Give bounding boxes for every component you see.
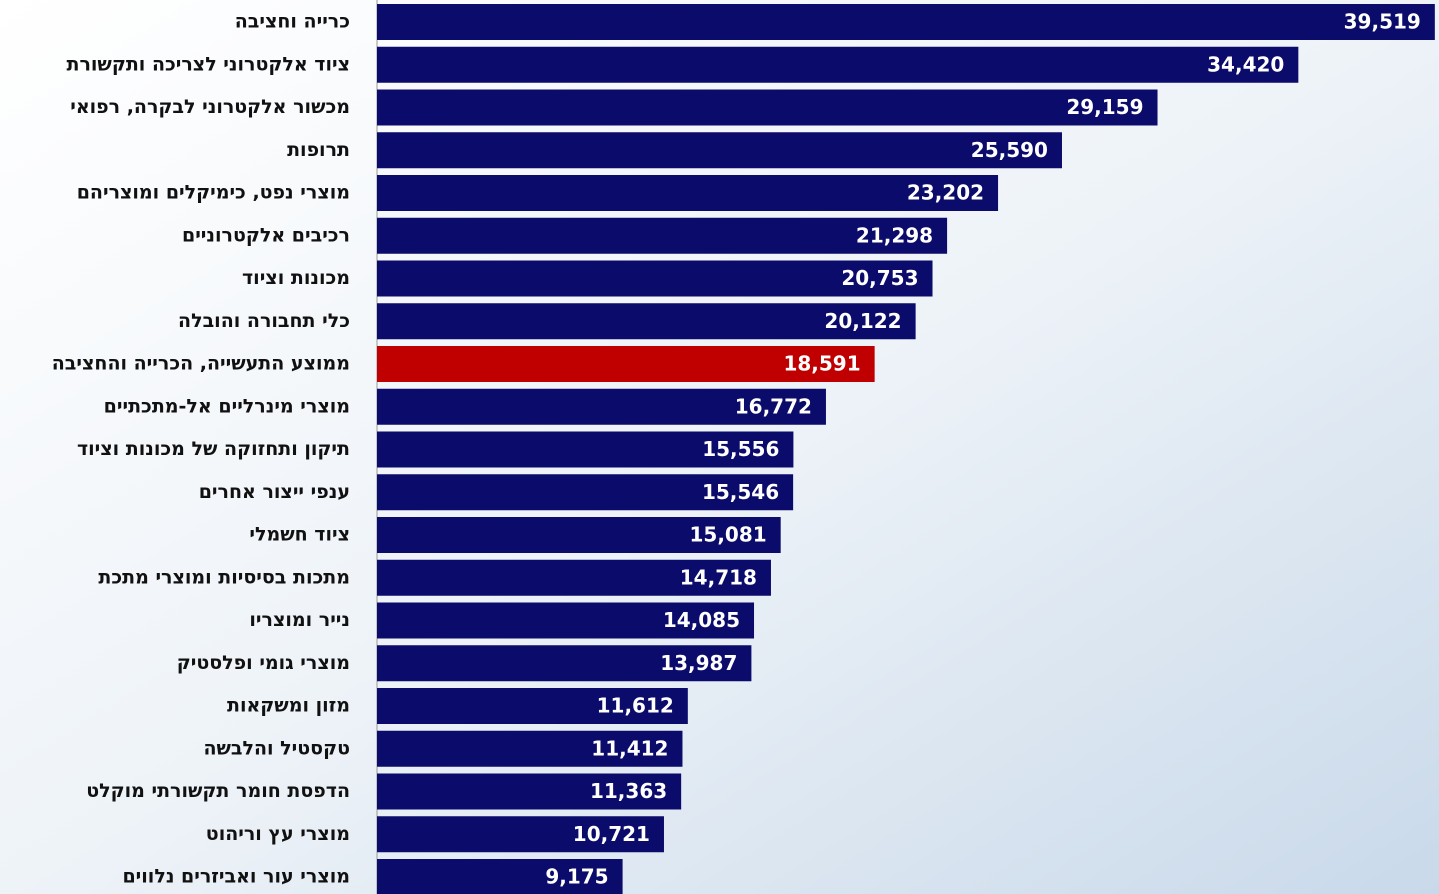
category-label: מכונות וציוד — [242, 267, 350, 289]
category-label: ממוצע התעשייה, הכרייה והחציבה — [52, 353, 350, 375]
value-label: 14,718 — [680, 565, 757, 589]
value-label: 14,085 — [663, 608, 740, 632]
category-label: מוצרי עץ וריהוט — [206, 823, 350, 845]
value-label: 9,175 — [545, 865, 608, 889]
value-label: 15,546 — [702, 480, 779, 504]
value-label: 13,987 — [660, 651, 737, 675]
value-label: 15,081 — [689, 523, 766, 547]
category-label: מוצרי גומי ופלסטיק — [177, 652, 350, 674]
category-label: מוצרי מינרליים אל-מתכתיים — [104, 395, 350, 417]
value-label: 20,122 — [824, 309, 901, 333]
bar — [377, 4, 1435, 40]
category-label: מוצרי נפט, כימיקלים ומוצריהם — [77, 182, 350, 204]
category-label: מוצרי עור ואביזרים נלווים — [122, 866, 350, 888]
category-label: ציוד חשמלי — [249, 524, 350, 546]
category-label: מזון ומשקאות — [227, 695, 350, 717]
value-label: 39,519 — [1344, 10, 1421, 34]
category-label: מתכות בסיסיות ומוצרי מתכת — [98, 566, 350, 588]
category-label: כרייה וחציבה — [235, 11, 350, 33]
value-label: 18,591 — [783, 352, 860, 376]
value-label: 20,753 — [841, 266, 918, 290]
category-label: כלי תחבורה והובלה — [178, 310, 350, 332]
page: כרייה וחציבה 39,519 ציוד אלקטרוני לצריכה ו… — [0, 0, 1439, 894]
bar — [377, 132, 1062, 168]
category-label: מכשור אלקטרוני לבקרה, רפואי — [70, 96, 350, 118]
bar — [377, 47, 1298, 83]
value-label: 34,420 — [1207, 52, 1284, 76]
value-label: 11,412 — [591, 736, 668, 760]
value-label: 21,298 — [856, 223, 933, 247]
value-label: 16,772 — [735, 394, 812, 418]
value-label: 11,612 — [597, 694, 674, 718]
value-label: 23,202 — [907, 181, 984, 205]
value-label: 11,363 — [590, 779, 667, 803]
value-label: 29,159 — [1066, 95, 1143, 119]
category-label: ציוד אלקטרוני לצריכה ותקשורת — [66, 53, 350, 75]
category-label: ענפי ייצור אחרים — [199, 481, 350, 503]
category-label: טקסטיל והלבשה — [203, 737, 350, 759]
chart: כרייה וחציבה 39,519 ציוד אלקטרוני לצריכה ו… — [0, 0, 1439, 894]
category-label: תרופות — [287, 139, 350, 161]
value-label: 10,721 — [573, 822, 650, 846]
category-label: נייר ומוצריו — [249, 609, 350, 631]
bar — [377, 175, 998, 211]
category-label: תיקון ותחזוקה של מכונות וציוד — [77, 438, 350, 460]
category-label: הדפסת חומר תקשורתי מוקלט — [86, 780, 350, 802]
value-label: 25,590 — [971, 138, 1048, 162]
value-label: 15,556 — [702, 437, 779, 461]
bar — [377, 90, 1158, 126]
category-label: רכיבים אלקטרוניים — [182, 224, 350, 246]
